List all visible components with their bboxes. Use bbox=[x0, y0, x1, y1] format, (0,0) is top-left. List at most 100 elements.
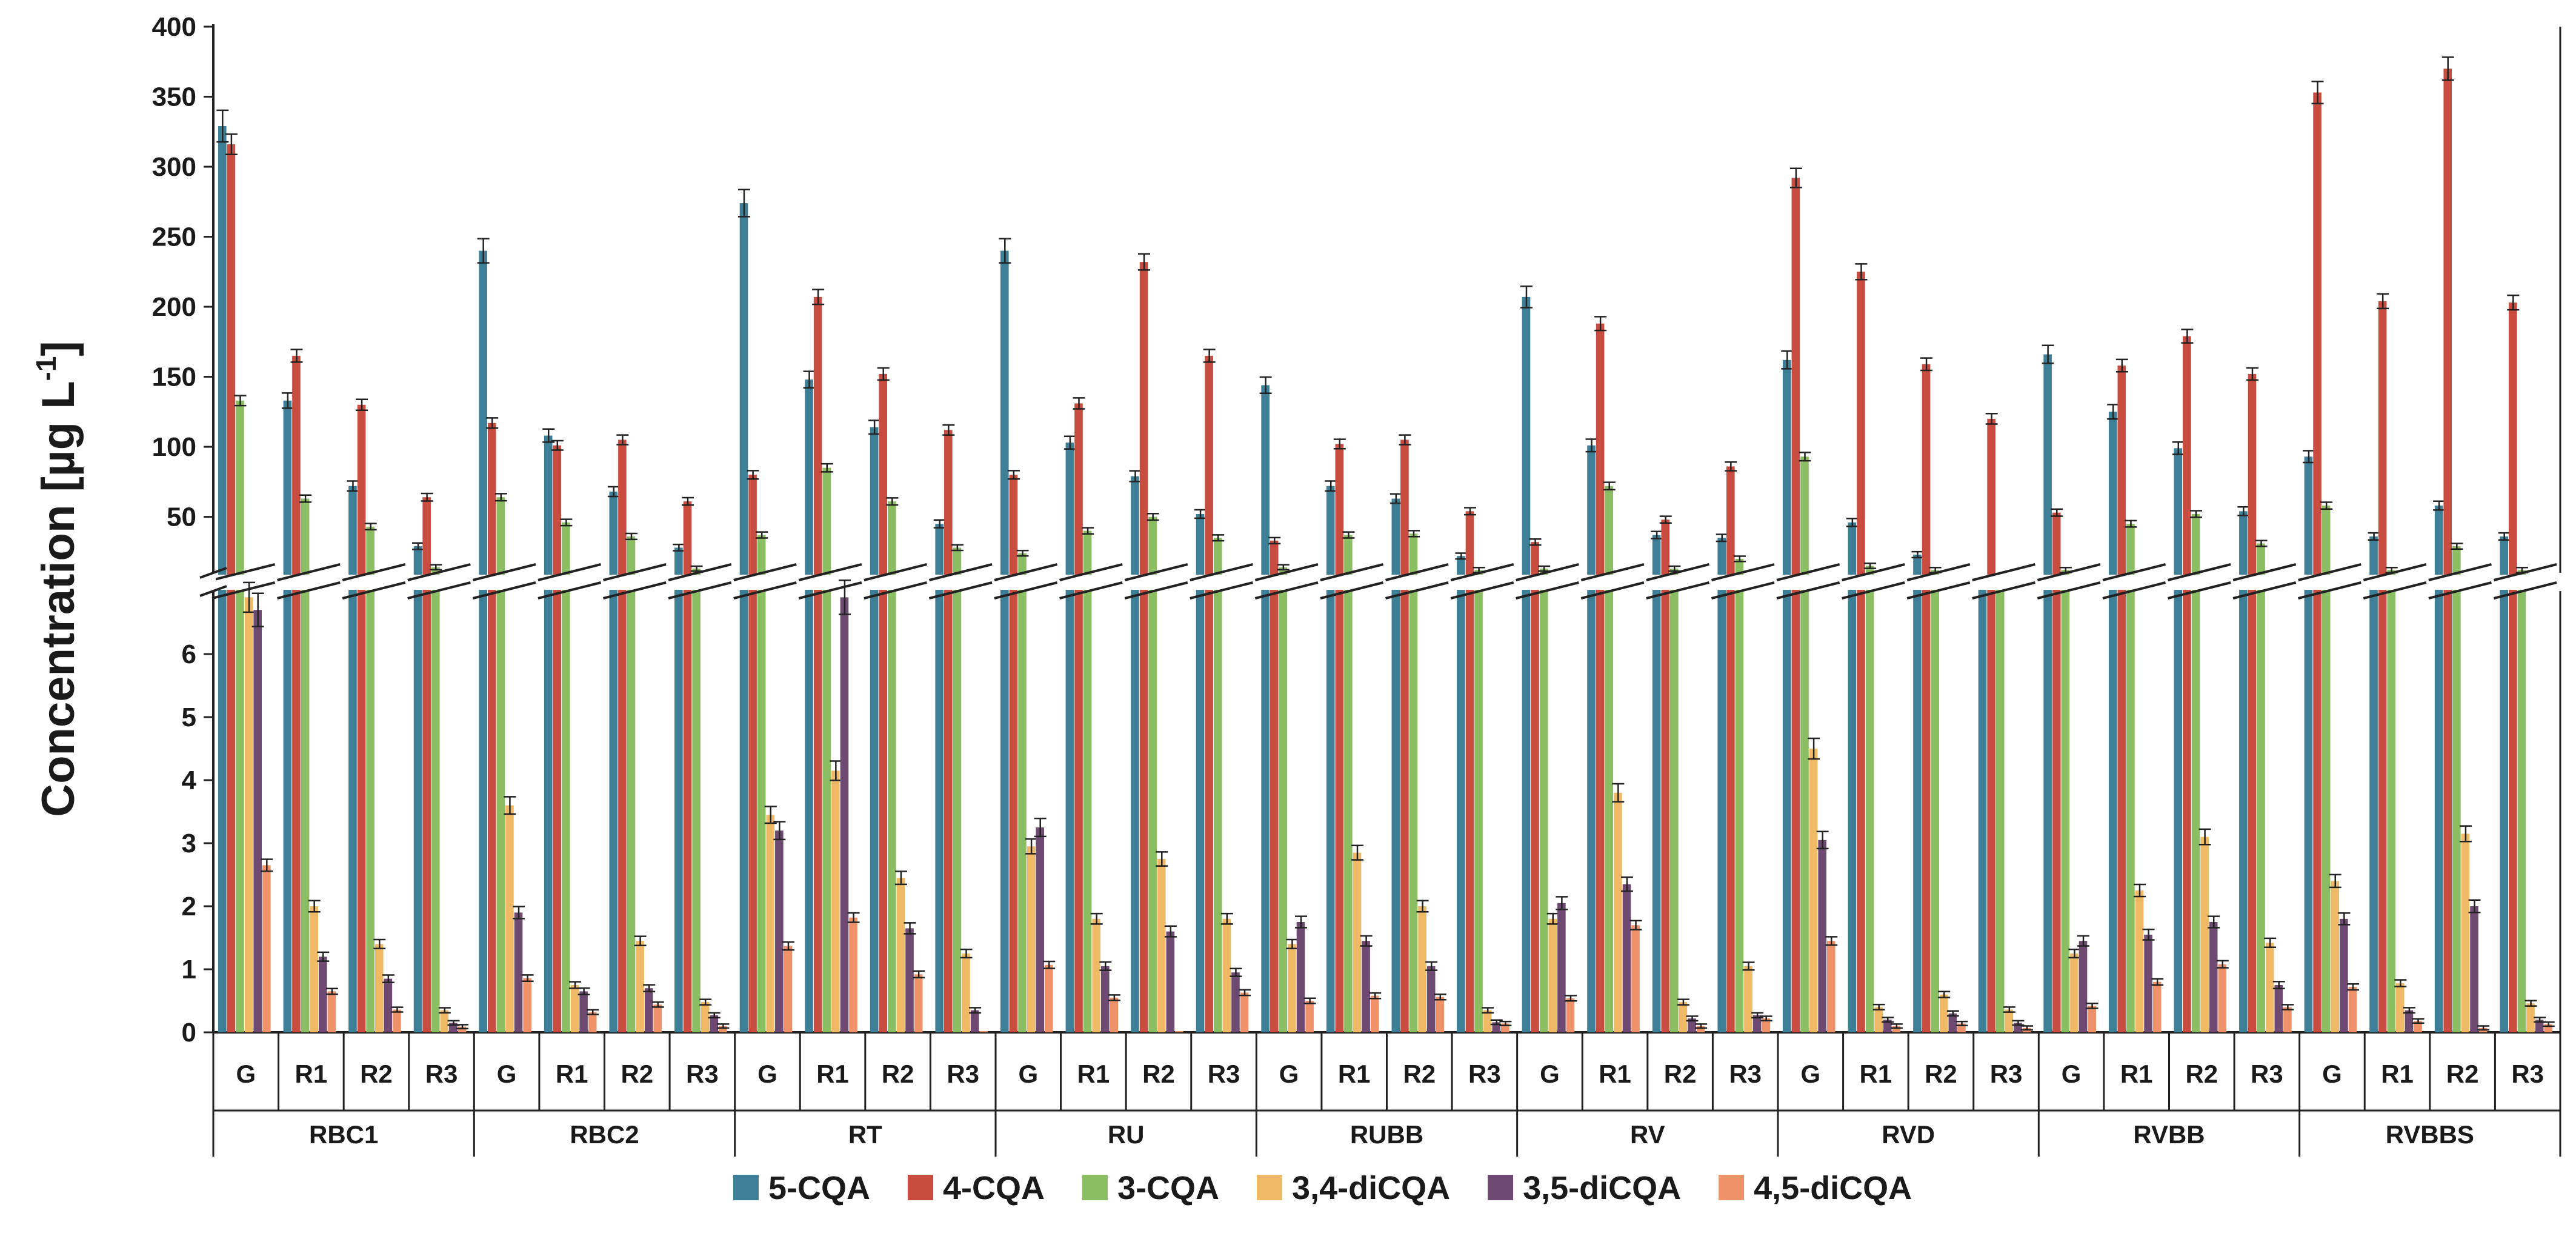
bar-45dicqa bbox=[1566, 998, 1575, 1032]
bar-5cqa-lower bbox=[1065, 590, 1074, 1032]
bar-4cqa-lower bbox=[1791, 590, 1800, 1032]
x-sub-label: R3 bbox=[1729, 1060, 1762, 1088]
bar-5cqa-lower bbox=[1783, 590, 1791, 1032]
x-sub-label: G bbox=[2322, 1060, 2342, 1088]
bar-3cqa-upper bbox=[1605, 486, 1614, 575]
bar-35dicqa bbox=[2274, 985, 2283, 1032]
break-mark bbox=[2428, 581, 2492, 600]
break-mark bbox=[407, 563, 471, 581]
break-mark bbox=[928, 581, 993, 600]
break-mark bbox=[1906, 563, 1971, 581]
bar-45dicqa bbox=[393, 1009, 401, 1032]
bar-34dicqa bbox=[1939, 994, 1948, 1032]
bar-45dicqa bbox=[784, 946, 793, 1032]
upper-y-tick-label: 50 bbox=[167, 503, 196, 532]
x-sub-label: R2 bbox=[360, 1060, 393, 1088]
break-mark bbox=[2037, 581, 2101, 600]
bar-4cqa-lower bbox=[1400, 590, 1409, 1032]
bar-35dicqa bbox=[1100, 966, 1110, 1032]
bar-3cqa-lower bbox=[236, 590, 244, 1032]
lower-y-tick-label: 0 bbox=[182, 1018, 196, 1047]
bar-5cqa-upper bbox=[218, 126, 227, 575]
bar-3cqa-upper bbox=[2126, 524, 2135, 575]
bar-5cqa-upper bbox=[870, 427, 879, 575]
bar-5cqa-upper bbox=[1457, 556, 1465, 575]
x-sub-label: R2 bbox=[1925, 1060, 1957, 1088]
bar-3cqa-lower bbox=[1344, 590, 1353, 1032]
x-group-label: RVD bbox=[1882, 1120, 1935, 1149]
bar-5cqa-upper bbox=[544, 435, 553, 575]
bar-5cqa-lower bbox=[2434, 590, 2443, 1032]
bar-34dicqa bbox=[701, 1002, 710, 1032]
break-mark bbox=[1059, 563, 1123, 581]
bar-45dicqa bbox=[2348, 987, 2357, 1032]
bar-35dicqa bbox=[1166, 931, 1175, 1032]
bar-3cqa-lower bbox=[2452, 590, 2461, 1032]
x-sub-label: R2 bbox=[2446, 1060, 2479, 1088]
x-group-label: RUBB bbox=[1350, 1120, 1423, 1149]
bar-3cqa-lower bbox=[627, 590, 636, 1032]
bar-4cqa-upper bbox=[944, 430, 953, 575]
bar-4cqa-lower bbox=[1987, 590, 1995, 1032]
bar-3cqa-upper bbox=[1083, 530, 1092, 575]
bar-34dicqa bbox=[1027, 846, 1036, 1032]
bar-3cqa-upper bbox=[757, 535, 766, 575]
bar-34dicqa bbox=[440, 1010, 449, 1032]
x-sub-label: R2 bbox=[621, 1060, 653, 1088]
break-mark bbox=[342, 581, 406, 600]
bar-34dicqa bbox=[1288, 944, 1296, 1032]
bar-34dicqa bbox=[1418, 906, 1426, 1032]
bar-35dicqa bbox=[2470, 906, 2478, 1032]
bar-35dicqa bbox=[970, 1010, 979, 1032]
bar-34dicqa bbox=[896, 878, 905, 1032]
bar-5cqa-lower bbox=[739, 590, 748, 1032]
break-mark bbox=[342, 563, 406, 581]
bar-4cqa-upper bbox=[2052, 512, 2061, 575]
bar-4cqa-lower bbox=[292, 590, 301, 1032]
bar-45dicqa bbox=[262, 865, 271, 1032]
bar-5cqa-lower bbox=[1000, 590, 1009, 1032]
break-mark bbox=[1580, 581, 1645, 600]
bar-45dicqa bbox=[1892, 1026, 1901, 1032]
break-mark bbox=[2298, 581, 2361, 600]
x-sub-label: R2 bbox=[2185, 1060, 2218, 1088]
bar-5cqa-lower bbox=[413, 590, 422, 1032]
break-mark bbox=[2168, 563, 2231, 581]
axis-gap bbox=[212, 575, 216, 589]
bar-34dicqa bbox=[1874, 1007, 1883, 1032]
bar-3cqa-upper bbox=[1148, 516, 1157, 575]
bar-5cqa-lower bbox=[1913, 590, 1922, 1032]
x-group-label: RU bbox=[1108, 1120, 1145, 1149]
bar-34dicqa bbox=[1679, 1002, 1688, 1032]
bar-4cqa-lower bbox=[1074, 590, 1083, 1032]
bar-34dicqa bbox=[570, 985, 579, 1032]
bar-5cqa-upper bbox=[2108, 412, 2117, 575]
x-sub-label: R3 bbox=[2511, 1060, 2544, 1088]
bar-45dicqa bbox=[653, 1004, 662, 1032]
upper-y-tick-label: 250 bbox=[152, 222, 196, 252]
upper-y-tick-label: 300 bbox=[152, 152, 196, 182]
bar-5cqa-upper bbox=[2239, 511, 2248, 575]
bar-3cqa-upper bbox=[562, 522, 570, 575]
bar-4cqa-upper bbox=[2443, 68, 2452, 575]
break-mark bbox=[668, 563, 732, 581]
bar-34dicqa bbox=[2135, 890, 2144, 1032]
bar-5cqa-lower bbox=[870, 590, 879, 1032]
bar-4cqa-lower bbox=[1335, 590, 1344, 1032]
bar-3cqa-lower bbox=[1018, 590, 1027, 1032]
bar-4cqa-lower bbox=[1661, 590, 1670, 1032]
bar-35dicqa bbox=[775, 830, 784, 1032]
break-mark bbox=[1320, 581, 1384, 600]
bar-4cqa-lower bbox=[1465, 590, 1474, 1032]
bar-3cqa-upper bbox=[822, 467, 831, 575]
bar-5cqa-upper bbox=[479, 250, 487, 575]
bar-34dicqa bbox=[1744, 966, 1752, 1032]
bar-3cqa-upper bbox=[1018, 553, 1027, 575]
lower-y-tick-label: 6 bbox=[182, 640, 196, 669]
bar-4cqa-upper bbox=[879, 373, 888, 575]
break-mark bbox=[1580, 563, 1645, 581]
break-mark bbox=[1450, 581, 1514, 600]
bar-45dicqa bbox=[2218, 964, 2227, 1032]
bar-5cqa-upper bbox=[609, 492, 618, 575]
break-mark bbox=[2363, 563, 2427, 581]
